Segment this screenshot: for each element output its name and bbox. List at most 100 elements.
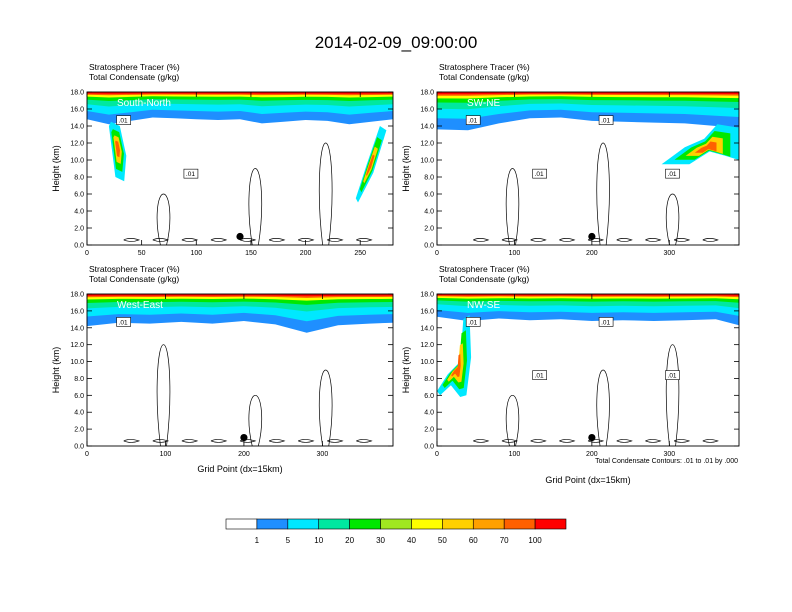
location-marker [236, 232, 244, 241]
location-marker [588, 433, 596, 442]
header-condensate-label: Total Condensate (g/kg) [89, 72, 179, 82]
header-condensate-label: Total Condensate (g/kg) [439, 274, 529, 284]
x-tick-label: 200 [586, 250, 598, 257]
colorbar-label: 100 [528, 536, 542, 545]
x-tick-label: 150 [245, 250, 257, 257]
y-tick-label: 2.0 [424, 226, 434, 233]
plot-area: .01 .01 .01 .01 [437, 294, 739, 446]
condensate-contour [297, 439, 315, 443]
x-tick-label: 200 [586, 451, 598, 458]
plot-frame [436, 91, 740, 246]
colorbar-label: 40 [407, 536, 416, 545]
y-axis-label: Height (km) [51, 145, 61, 192]
y-axis-label: Height (km) [401, 145, 411, 192]
condensate-contour [210, 439, 228, 443]
condensate-contour [702, 238, 719, 242]
condensate-contour [665, 344, 680, 446]
tracer-band [87, 92, 393, 94]
contour-label-box [532, 168, 547, 179]
contour-label: .01 [668, 373, 677, 380]
condensate-contour [665, 193, 680, 245]
y-tick-label: 4.0 [74, 209, 84, 216]
x-tick-label: 100 [509, 250, 521, 257]
panel-label: SW-NE [467, 98, 500, 109]
condensate-contour [530, 238, 547, 242]
contour-label: .01 [468, 319, 477, 326]
contour-label: .01 [535, 373, 544, 380]
plot-frame [86, 293, 394, 447]
y-tick-label: 10.0 [420, 359, 434, 366]
colorbar-cell [318, 518, 350, 530]
x-tick-label: 0 [85, 250, 89, 257]
condensate-contour [239, 238, 257, 242]
panel-south-north: Stratosphere Tracer (%)Total Condensate … [51, 62, 394, 257]
y-tick-label: 14.0 [420, 124, 434, 131]
y-tick-label: 16.0 [420, 308, 434, 315]
y-axis-label: Height (km) [401, 347, 411, 394]
header-tracer-label: Stratosphere Tracer (%) [439, 62, 530, 72]
location-marker [588, 232, 596, 241]
x-tick-label: 250 [354, 250, 366, 257]
y-tick-label: 12.0 [420, 342, 434, 349]
y-tick-label: 16.0 [70, 308, 84, 315]
condensate-contour [327, 238, 344, 242]
y-tick-label: 16.0 [420, 107, 434, 114]
contour-label-box [116, 317, 131, 327]
colorbar-cell [287, 518, 320, 530]
header-condensate-label: Total Condensate (g/kg) [89, 274, 179, 284]
tracer-intrusion [694, 141, 717, 153]
condensate-contour [356, 439, 373, 443]
panel-label: NW-SE [467, 300, 500, 311]
condensate-contour [248, 394, 263, 446]
contour-label: .01 [601, 118, 610, 125]
panel-label: South-North [117, 98, 171, 109]
colorbar-cell [380, 518, 412, 530]
plot-area: .01 .01 .01 .01 [437, 92, 739, 245]
y-tick-label: 14.0 [70, 124, 84, 131]
condensate-contour [268, 439, 286, 443]
plot-area: .01 [87, 294, 393, 446]
y-tick-label: 0.0 [74, 444, 84, 451]
colorbar-cell [534, 518, 567, 530]
condensate-contour [673, 439, 691, 443]
condensate-contour [616, 439, 633, 443]
y-tick-label: 2.0 [74, 427, 84, 434]
y-tick-label: 18.0 [420, 292, 434, 299]
condensate-contour [156, 193, 171, 245]
condensate-contour [318, 369, 333, 446]
contour-footnote: Total Condensate Contours: .01 to .01 by… [595, 458, 738, 465]
y-tick-label: 18.0 [70, 292, 84, 299]
plot-area: .01 .01 [87, 92, 393, 245]
condensate-contour [473, 439, 490, 443]
tracer-band [437, 294, 739, 296]
header-tracer-label: Stratosphere Tracer (%) [439, 264, 530, 274]
condensate-contour [156, 344, 171, 446]
condensate-contour [596, 142, 610, 245]
condensate-contour [181, 439, 199, 443]
colorbar-cell [503, 518, 536, 530]
colorbar-label: 60 [469, 536, 478, 545]
condensate-contour [327, 439, 344, 443]
colorbar-label: 30 [376, 536, 385, 545]
condensate-contour [152, 439, 170, 443]
contour-label-box [598, 317, 614, 327]
y-tick-label: 12.0 [420, 141, 434, 148]
contour-label-box [665, 370, 680, 380]
colorbar: 1 5 10 20 30 40 50 60 70 100 [225, 518, 567, 545]
condensate-contour [505, 168, 520, 245]
tracer-intrusion [451, 354, 461, 377]
colorbar-label: 70 [500, 536, 509, 545]
condensate-contour [505, 394, 520, 446]
header-tracer-label: Stratosphere Tracer (%) [89, 264, 180, 274]
condensate-contour [616, 238, 633, 242]
contour-label: .01 [119, 118, 128, 125]
condensate-contour [210, 238, 228, 242]
y-tick-label: 8.0 [74, 175, 84, 182]
condensate-contour [152, 238, 170, 242]
x-tick-label: 300 [317, 451, 329, 458]
y-tick-label: 4.0 [424, 410, 434, 417]
x-tick-label: 0 [435, 250, 439, 257]
condensate-contour [645, 238, 662, 242]
y-tick-label: 10.0 [420, 158, 434, 165]
